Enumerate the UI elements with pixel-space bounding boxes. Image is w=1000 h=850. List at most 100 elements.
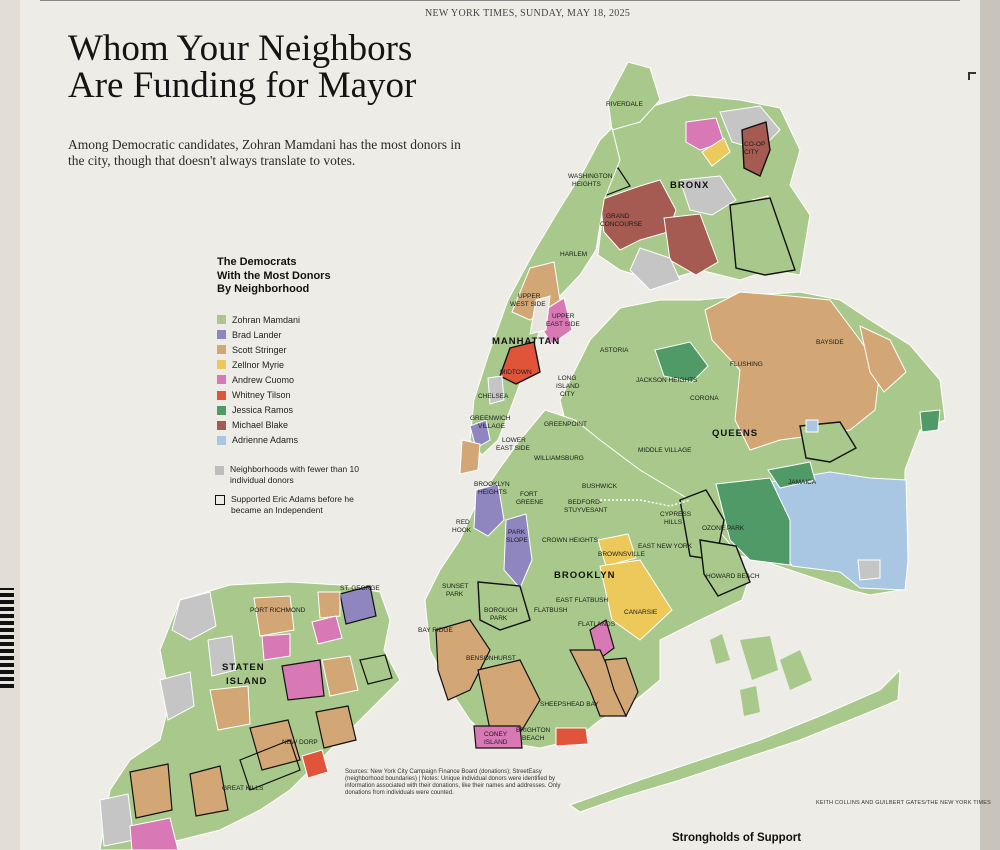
label-bay-ridge: BAY RIDGE bbox=[418, 627, 453, 634]
legend-item-label: Whitney Tilson bbox=[232, 390, 291, 401]
rockaways-and-bay bbox=[568, 634, 901, 813]
label-manhattan: MANHATTAN bbox=[492, 336, 560, 347]
legend-item-myrie: Zellnor Myrie bbox=[217, 357, 367, 372]
label-jamaica: JAMAICA bbox=[788, 479, 817, 486]
jamaica-adrienne-adams bbox=[769, 471, 909, 591]
label-grand-concourse-1: GRAND bbox=[606, 213, 630, 220]
label-flushing: FLUSHING bbox=[730, 361, 763, 368]
legend-swatch bbox=[217, 345, 226, 355]
si-cuomo-2 bbox=[261, 633, 291, 661]
label-lower-east-side-2: EAST SIDE bbox=[496, 445, 531, 452]
legend-few-donors: Neighborhoods with fewer than 10 individ… bbox=[215, 464, 375, 485]
label-red-hook-2: HOOK bbox=[452, 527, 472, 534]
label-riverdale: RIVERDALE bbox=[606, 101, 644, 108]
label-east-new-york: EAST NEW YORK bbox=[638, 543, 693, 550]
label-grand-concourse-2: CONCOURSE bbox=[600, 221, 643, 228]
label-coney-island-2: ISLAND bbox=[484, 739, 508, 746]
bronx-borough bbox=[595, 61, 811, 291]
brownsville-myrie bbox=[597, 533, 637, 567]
label-williamsburg: WILLIAMSBURG bbox=[534, 455, 584, 462]
label-sheepshead-bay: SHEEPSHEAD BAY bbox=[540, 701, 599, 708]
sources-note: Sources: New York City Campaign Finance … bbox=[345, 769, 561, 796]
legend-title: The Democrats With the Most Donors By Ne… bbox=[217, 256, 367, 297]
si-gray-north bbox=[171, 591, 217, 641]
manhattan-borough bbox=[459, 127, 621, 475]
label-brighton-beach-1: BRIGHTON bbox=[516, 727, 550, 734]
label-brownsville: BROWNSVILLE bbox=[598, 551, 646, 558]
coney-island-cuomo bbox=[473, 725, 523, 749]
legend-title-line-1: The Democrats bbox=[217, 256, 297, 268]
label-bedford-stuyvesant-1: BEDFORD- bbox=[568, 499, 602, 506]
top-rule bbox=[40, 0, 960, 1]
legend-outline-swatch bbox=[215, 495, 225, 505]
legend-item-mamdani: Zohran Mamdani bbox=[217, 312, 367, 327]
label-upper-east-side-1: UPPER bbox=[552, 313, 575, 320]
bronx-adams-outlined bbox=[729, 197, 796, 276]
bay-ridge-stringer bbox=[435, 619, 491, 701]
label-fort-greene-1: FORT bbox=[520, 491, 538, 498]
village-lander bbox=[469, 419, 491, 449]
queens-gray-small bbox=[857, 559, 881, 581]
label-staten-island-1: STATEN bbox=[222, 662, 265, 673]
legend-item-label: Scott Stringer bbox=[232, 344, 287, 355]
port-richmond-stringer bbox=[253, 595, 295, 637]
label-east-flatbush: EAST FLATBUSH bbox=[556, 597, 608, 604]
label-harlem: HARLEM bbox=[560, 251, 587, 258]
bronx-gray-south bbox=[629, 247, 681, 291]
bayside-east-stringer bbox=[859, 325, 907, 393]
si-stringer-4 bbox=[249, 719, 301, 771]
si-adams-outline-1 bbox=[239, 739, 301, 791]
legend-item-label: Zohran Mamdani bbox=[232, 314, 301, 325]
legend-item-label: Adrienne Adams bbox=[232, 435, 299, 446]
label-astoria: ASTORIA bbox=[600, 347, 629, 354]
legend-item-ramos: Jessica Ramos bbox=[217, 403, 367, 418]
legend-item-blake: Michael Blake bbox=[217, 418, 367, 433]
park-slope-lander bbox=[503, 513, 533, 589]
si-tilson bbox=[301, 749, 329, 779]
coop-city-area bbox=[741, 121, 771, 177]
label-brooklyn-heights-1: BROOKLYN bbox=[474, 481, 510, 488]
label-cypress-hills-1: CYPRESS bbox=[660, 511, 692, 518]
si-gray-west bbox=[159, 671, 195, 721]
label-greenwich-village-1: GREENWICH bbox=[470, 415, 511, 422]
si-cuomo-3 bbox=[281, 659, 325, 701]
label-howard-beach: HOWARD BEACH bbox=[706, 573, 760, 580]
bronx-gray-east bbox=[679, 175, 737, 216]
map-labels: RIVERDALE CO-OP CITY BRONX WASHINGTON HE… bbox=[222, 101, 844, 792]
label-midtown: MIDTOWN bbox=[500, 369, 532, 376]
queens-ramos-mid bbox=[767, 461, 816, 489]
label-canarsie: CANARSIE bbox=[624, 609, 658, 616]
label-bensonhurst: BENSONHURST bbox=[466, 655, 516, 662]
next-article-headline: Strongholds of Support bbox=[672, 832, 802, 844]
jamaica-bay-island-2 bbox=[780, 650, 812, 690]
legend-swatch bbox=[217, 435, 226, 445]
si-stringer-2 bbox=[321, 655, 359, 697]
qr-code-fragment bbox=[0, 588, 14, 688]
legend-list: Zohran Mamdani Brad Lander Scott Stringe… bbox=[217, 312, 367, 448]
crop-mark bbox=[968, 72, 976, 80]
legend-item-cuomo: Andrew Cuomo bbox=[217, 372, 367, 387]
label-long-island-city-2: ISLAND bbox=[556, 383, 580, 390]
central-park bbox=[529, 295, 551, 335]
label-bronx: BRONX bbox=[670, 180, 709, 191]
borough-park-adams-outlined bbox=[477, 581, 531, 631]
brooklyn-heights-lander bbox=[473, 483, 505, 537]
si-stringer-7 bbox=[189, 765, 229, 817]
st-george-lander bbox=[339, 585, 377, 625]
staten-island-borough bbox=[99, 581, 401, 850]
label-jackson-heights: JACKSON HEIGHTS bbox=[636, 377, 698, 384]
legend-item-label: Andrew Cuomo bbox=[232, 374, 295, 385]
legend-title-line-3: By Neighborhood bbox=[217, 283, 310, 295]
legend-swatch bbox=[217, 330, 226, 340]
credit-line: KEITH COLLINS AND GUILBERT GATES/THE NEW… bbox=[816, 800, 992, 806]
label-staten-island-2: ISLAND bbox=[226, 676, 267, 687]
rockaway-peninsula bbox=[568, 668, 901, 813]
howard-beach-adams-outlined bbox=[699, 539, 751, 597]
chelsea-gray bbox=[487, 375, 505, 405]
legend-few-donors-swatch bbox=[215, 466, 224, 475]
queens-borough bbox=[559, 291, 946, 596]
legend-item-label: Brad Lander bbox=[232, 329, 282, 340]
legend-item-adams: Adrienne Adams bbox=[217, 433, 367, 448]
label-cypress-hills-2: HILLS bbox=[664, 519, 683, 526]
